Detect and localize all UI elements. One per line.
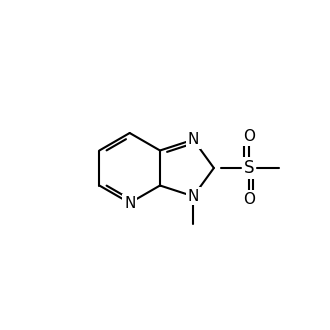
Text: S: S [244,159,254,177]
Text: N: N [187,189,199,204]
Text: N: N [124,195,135,211]
Text: N: N [187,132,199,147]
Text: O: O [243,192,255,207]
Text: O: O [243,129,255,144]
